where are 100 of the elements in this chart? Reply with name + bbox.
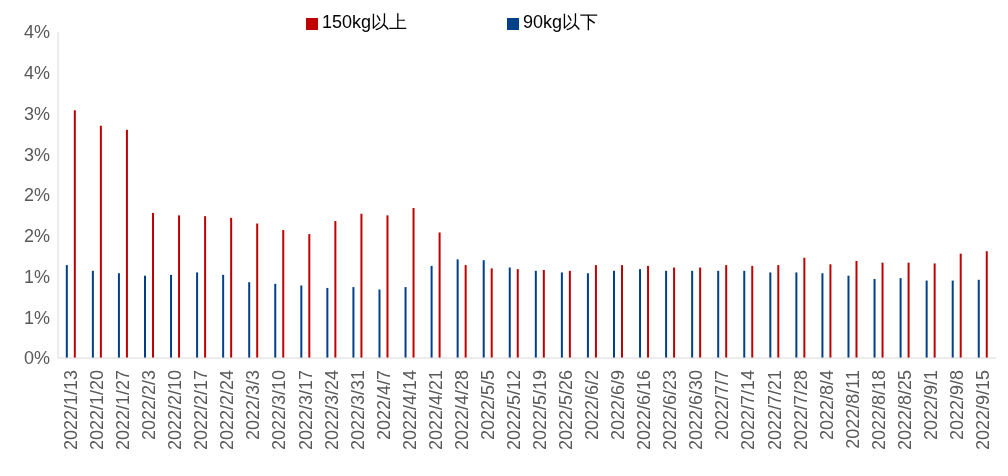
- bar: [647, 265, 650, 358]
- bar: [326, 287, 329, 358]
- x-tick-label: 2022/8/25: [894, 370, 915, 451]
- bar: [248, 282, 251, 358]
- bar: [464, 265, 467, 358]
- bar: [873, 278, 876, 358]
- bar: [933, 263, 936, 358]
- bar: [117, 273, 120, 358]
- bar: [586, 273, 589, 358]
- x-tick-label: 2022/4/21: [425, 370, 446, 451]
- x-tick-label: 2022/7/28: [790, 370, 811, 451]
- bar: [542, 269, 545, 358]
- bar: [456, 259, 459, 358]
- x-tick-label: 2022/5/26: [556, 370, 577, 451]
- x-tick-label: 2022/6/9: [608, 370, 629, 441]
- bar: [230, 217, 233, 358]
- bar: [665, 270, 668, 358]
- bar: [430, 265, 433, 358]
- bar: [743, 270, 746, 358]
- bar: [699, 267, 702, 358]
- bar: [951, 280, 954, 358]
- bar: [769, 272, 772, 358]
- bar: [620, 265, 623, 358]
- bar: [985, 251, 988, 358]
- y-tick-label: 1%: [23, 307, 50, 328]
- bar: [673, 267, 676, 358]
- x-tick-label: 2022/3/17: [295, 370, 316, 451]
- bar: [360, 213, 363, 358]
- bar: [881, 262, 884, 358]
- bar: [99, 125, 102, 358]
- bar: [334, 221, 337, 358]
- bar: [482, 260, 485, 358]
- x-tick-label: 2022/4/28: [451, 370, 472, 451]
- bar: [204, 216, 207, 358]
- bar: [847, 275, 850, 358]
- bar: [725, 265, 728, 358]
- bar: [829, 264, 832, 358]
- bar: [516, 269, 519, 358]
- y-tick-label: 3%: [23, 103, 50, 124]
- bar: [65, 265, 68, 358]
- bar: [73, 110, 76, 358]
- bar: [639, 269, 642, 358]
- bar: [282, 230, 285, 358]
- bar: [300, 285, 303, 358]
- x-tick-label: 2022/5/12: [503, 370, 524, 451]
- bar: [412, 208, 415, 358]
- bar: [178, 215, 181, 358]
- x-tick-label: 2022/1/13: [61, 370, 82, 451]
- x-tick-label: 2022/5/5: [477, 370, 498, 441]
- x-tick-label: 2022/2/10: [165, 370, 186, 451]
- bar: [568, 270, 571, 358]
- x-tick-label: 2022/9/1: [920, 370, 941, 441]
- y-tick-label: 4%: [23, 22, 50, 43]
- x-tick-label: 2022/2/24: [217, 370, 238, 451]
- bar: [386, 215, 389, 358]
- x-tick-label: 2022/8/4: [816, 370, 837, 441]
- bar: [899, 278, 902, 358]
- bar: [534, 270, 537, 358]
- bar: [612, 270, 615, 358]
- x-tick-label: 2022/6/30: [686, 370, 707, 451]
- x-tick-label: 2022/4/14: [399, 370, 420, 451]
- x-tick-label: 2022/6/16: [634, 370, 655, 451]
- x-tick-label: 2022/2/3: [139, 370, 160, 441]
- x-tick-label: 2022/3/24: [321, 370, 342, 451]
- bar: [795, 272, 798, 358]
- y-tick-label: 0%: [23, 348, 50, 369]
- y-tick-label: 2%: [23, 185, 50, 206]
- bar: [560, 272, 563, 358]
- y-tick-label: 3%: [23, 144, 50, 165]
- bar: [751, 265, 754, 358]
- legend-label: 90kg以下: [523, 12, 599, 32]
- x-tick-label: 2022/5/19: [530, 370, 551, 451]
- y-tick-label: 4%: [23, 63, 50, 84]
- bar: [222, 274, 225, 358]
- bar: [404, 287, 407, 358]
- bar: [256, 223, 259, 358]
- x-tick-label: 2022/4/7: [373, 370, 394, 441]
- bar: [143, 275, 146, 358]
- bar: [274, 283, 277, 358]
- bar: [925, 280, 928, 358]
- bar: [777, 265, 780, 358]
- bar: [977, 279, 980, 358]
- bar: [490, 268, 493, 358]
- x-tick-label: 2022/7/14: [738, 370, 759, 451]
- x-tick-label: 2022/9/8: [946, 370, 967, 441]
- x-tick-label: 2022/8/18: [868, 370, 889, 451]
- bar: [125, 129, 128, 358]
- bar: [717, 270, 720, 358]
- bar: [352, 287, 355, 358]
- y-tick-label: 2%: [23, 226, 50, 247]
- bar: [91, 270, 94, 358]
- bar: [821, 273, 824, 358]
- x-tick-label: 2022/1/20: [87, 370, 108, 451]
- y-tick-label: 1%: [23, 266, 50, 287]
- legend-label: 150kg以上: [321, 12, 407, 32]
- bar: [855, 261, 858, 358]
- bar: [907, 262, 910, 358]
- x-tick-label: 2022/3/10: [269, 370, 290, 451]
- x-tick-label: 2022/6/2: [582, 370, 603, 441]
- bar: [508, 267, 511, 358]
